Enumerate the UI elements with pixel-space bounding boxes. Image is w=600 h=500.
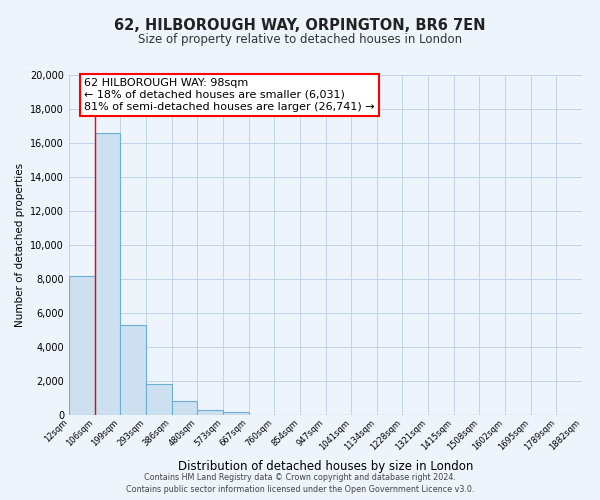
Bar [69, 276, 95, 415]
X-axis label: Distribution of detached houses by size in London: Distribution of detached houses by size … [178, 460, 473, 473]
Y-axis label: Number of detached properties: Number of detached properties [15, 163, 25, 327]
Text: Size of property relative to detached houses in London: Size of property relative to detached ho… [138, 32, 462, 46]
Text: Contains public sector information licensed under the Open Government Licence v3: Contains public sector information licen… [126, 485, 474, 494]
Bar [172, 402, 197, 415]
Bar [146, 384, 172, 415]
Text: 62 HILBOROUGH WAY: 98sqm
← 18% of detached houses are smaller (6,031)
81% of sem: 62 HILBOROUGH WAY: 98sqm ← 18% of detach… [85, 78, 375, 112]
Bar [223, 412, 248, 415]
Text: Contains HM Land Registry data © Crown copyright and database right 2024.: Contains HM Land Registry data © Crown c… [144, 472, 456, 482]
Bar [95, 133, 121, 415]
Bar [121, 325, 146, 415]
Bar [197, 410, 223, 415]
Text: 62, HILBOROUGH WAY, ORPINGTON, BR6 7EN: 62, HILBOROUGH WAY, ORPINGTON, BR6 7EN [114, 18, 486, 32]
